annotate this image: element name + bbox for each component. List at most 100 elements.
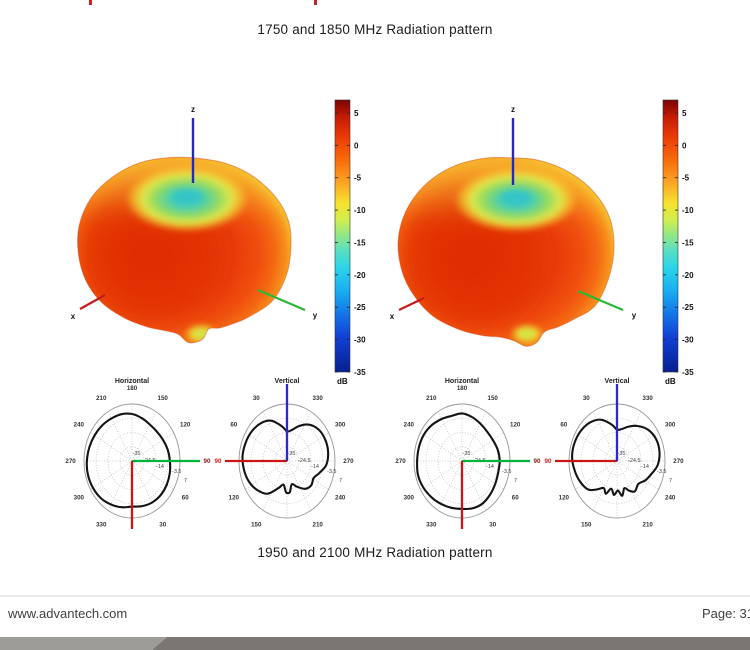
colorbar-tick-label: -10	[354, 206, 366, 215]
angle-label: 60	[230, 422, 237, 429]
ring-db-label: 7	[514, 478, 517, 484]
pattern-curve	[85, 412, 172, 509]
radiation-3d-1850-mhz: x y z	[390, 105, 637, 347]
ring-db-label: -3.5	[502, 469, 511, 475]
y-axis-label: y	[313, 311, 318, 320]
pattern-curve	[415, 412, 501, 511]
ring-db-label: -35	[288, 451, 296, 457]
angle-label: 60	[512, 495, 519, 502]
colorbar-tick-label: 5	[354, 109, 359, 118]
angle-label: 240	[404, 422, 415, 429]
angle-label: 240	[665, 495, 676, 502]
angle-label: 240	[74, 422, 85, 429]
cropped-red-text-artifact	[89, 0, 92, 5]
colorbar-unit-label: dB	[665, 377, 676, 386]
ring-db-label: 7	[184, 478, 187, 484]
ring-db-label: -24.5	[628, 458, 641, 464]
colorbar-tick-label: 5	[682, 109, 687, 118]
ring-db-label: -3.5	[172, 469, 181, 475]
ring-db-label: -35	[463, 451, 471, 457]
ring-db-label: -3.5	[657, 469, 666, 475]
radiation-3d-1750-mhz: x y z	[71, 105, 318, 344]
x-axis-line	[79, 294, 106, 310]
colorbar: 5 0 -5 -10 -15 -20 -25 -30 -35 dB	[334, 99, 366, 386]
bottom-null-lobe	[509, 323, 545, 345]
bottom-null-lobe	[183, 323, 219, 343]
angle-label: 120	[510, 422, 521, 429]
pattern-curve	[241, 419, 330, 495]
colorbar-tick-label: -5	[354, 174, 362, 183]
polar-plot-title: Horizontal	[115, 378, 149, 385]
angle-label: 300	[74, 495, 85, 502]
pattern-curve	[571, 418, 661, 497]
colorbar-tick-label: -35	[682, 368, 694, 377]
colorbar-tick-label: 0	[682, 141, 687, 150]
angle-label: 30	[159, 521, 166, 528]
cropped-red-text-artifact	[314, 0, 317, 5]
footer-bar-dark	[152, 637, 750, 650]
angle-label-90: 90	[204, 458, 211, 465]
colorbar-tick-label: -10	[682, 206, 694, 215]
angle-label-90: 90	[215, 458, 222, 465]
footer-website: www.advantech.com	[8, 606, 128, 621]
x-axis-label: x	[390, 312, 395, 321]
angle-label: 210	[313, 521, 324, 528]
figure-title-bottom: 1950 and 2100 MHz Radiation pattern	[257, 545, 493, 560]
colorbar: 5 0 -5 -10 -15 -20 -25 -30 -35 dB	[662, 99, 694, 386]
angle-label: 300	[335, 422, 346, 429]
colorbar-tick-label: -30	[354, 336, 366, 345]
colorbar-tick-label: -25	[354, 303, 366, 312]
polar-horizontal-1850-mhz: 3060120150180210240270300330-35-24.5-14-…	[395, 378, 541, 529]
angle-label: 330	[313, 395, 324, 402]
colorbar-tick-label: -15	[682, 238, 694, 247]
y-axis-line	[577, 289, 624, 312]
angle-label: 180	[127, 385, 138, 392]
ring-db-label: -14	[486, 464, 494, 470]
angle-label: 30	[583, 395, 590, 402]
footer-divider	[0, 595, 750, 597]
footer-accent-bar	[0, 637, 750, 650]
angle-label: 30	[489, 521, 496, 528]
angle-label: 30	[253, 395, 260, 402]
ring-db-label: 7	[339, 478, 342, 484]
angle-label: 210	[96, 395, 107, 402]
colorbar-unit-label: dB	[337, 377, 348, 386]
angle-label: 300	[404, 495, 415, 502]
angle-label: 270	[343, 458, 354, 465]
polar-vertical-1750-mhz: 30 60 120 150 210 240 270 300 330 -35-24.5-14 -3.5…	[215, 378, 355, 528]
footer-page-number: Page: 31	[701, 606, 750, 621]
ring-db-label: 7	[669, 478, 672, 484]
radiation-pattern-figure: x y z 5 0 -5 -10 -15 -20 -25 -30 -35 dB x y z 5 0 -5 -10 -15…	[65, 99, 694, 529]
ring-db-label: -14	[311, 464, 319, 470]
angle-label: 60	[560, 422, 567, 429]
angle-label: 150	[158, 395, 169, 402]
angle-label-90: 90	[534, 458, 541, 465]
ring-db-label: -14	[156, 464, 164, 470]
angle-label: 330	[426, 521, 437, 528]
angle-label: 210	[426, 395, 437, 402]
colorbar-tick-label: -20	[354, 271, 366, 280]
colorbar-tick-label: -15	[354, 238, 366, 247]
angle-label: 180	[457, 385, 468, 392]
angle-label: 120	[180, 422, 191, 429]
figure-title-top: 1750 and 1850 MHz Radiation pattern	[257, 22, 493, 37]
ring-db-label: -14	[641, 464, 649, 470]
polar-plot-title: Vertical	[275, 378, 300, 385]
angle-label: 270	[65, 458, 76, 465]
polar-plot-title: Vertical	[605, 378, 630, 385]
colorbar-tick-label: 0	[354, 141, 359, 150]
colorbar-tick-label: -35	[354, 368, 366, 377]
angle-label: 240	[335, 495, 346, 502]
polar-plot-title: Horizontal	[445, 378, 479, 385]
colorbar-tick-label: -30	[682, 336, 694, 345]
angle-label: 270	[395, 458, 406, 465]
angle-label: 120	[229, 495, 240, 502]
y-axis-label: y	[632, 311, 637, 320]
angle-label: 150	[581, 521, 592, 528]
ring-db-label: -35	[133, 451, 141, 457]
angle-label: 150	[251, 521, 262, 528]
z-axis-label: z	[191, 105, 195, 114]
ring-db-label: -3.5	[327, 469, 336, 475]
pattern-surface	[77, 157, 292, 343]
